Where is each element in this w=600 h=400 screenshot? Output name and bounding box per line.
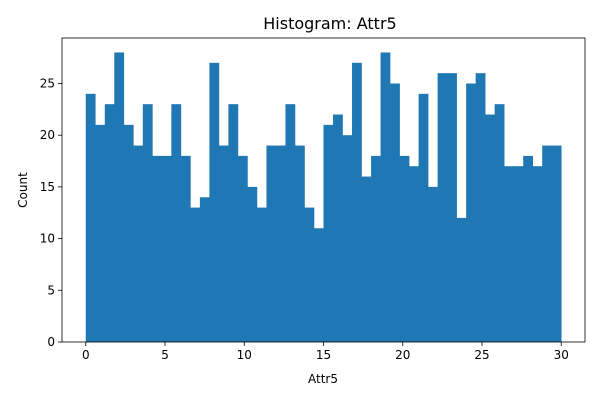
histogram-bar — [418, 93, 429, 342]
chart-title: Histogram: Attr5 — [263, 14, 396, 33]
histogram-bar — [437, 73, 448, 342]
x-tick-label: 20 — [395, 348, 410, 362]
histogram-bar — [313, 228, 324, 342]
histogram-bar — [532, 166, 543, 342]
histogram-bar — [371, 155, 381, 342]
histogram-bar — [114, 52, 125, 342]
histogram-bar — [218, 145, 229, 342]
histogram-bar — [551, 145, 562, 342]
y-tick-label: 5 — [47, 283, 55, 297]
histogram-bar — [323, 124, 334, 342]
histogram-bar — [228, 104, 239, 343]
histogram-bar — [409, 166, 419, 342]
histogram-bar — [494, 104, 505, 343]
x-tick-label: 5 — [161, 348, 169, 362]
x-tick-label: 10 — [237, 348, 252, 362]
histogram-bar — [342, 135, 353, 342]
histogram-bar — [361, 176, 372, 342]
histogram-bar — [180, 155, 191, 342]
x-axis-ticks: 0 5 10 15 20 25 30 — [82, 342, 569, 362]
y-tick-label: 0 — [47, 335, 55, 349]
histogram-bar — [523, 155, 533, 342]
histogram-bar — [466, 83, 476, 342]
y-axis-ticks: 0 5 10 15 20 25 — [40, 76, 62, 349]
y-tick-label: 10 — [40, 232, 55, 246]
histogram-bar — [256, 207, 267, 342]
x-tick-label: 25 — [474, 348, 489, 362]
histogram-bar — [199, 197, 210, 342]
histogram-bar — [104, 104, 115, 343]
histogram-bar — [542, 145, 553, 342]
y-tick-label: 15 — [40, 180, 55, 194]
bars-group — [85, 52, 562, 343]
x-tick-label: 15 — [316, 348, 331, 362]
histogram-bar — [237, 155, 248, 342]
histogram-bar — [152, 155, 163, 342]
histogram-bar — [513, 166, 524, 342]
histogram-bar — [475, 73, 486, 342]
histogram-bar — [294, 145, 305, 342]
histogram-bar — [380, 52, 391, 342]
histogram-bar — [95, 124, 106, 342]
histogram-bar — [447, 73, 457, 342]
histogram-bar — [504, 166, 514, 342]
histogram-bar — [171, 104, 182, 343]
x-tick-label: 0 — [82, 348, 90, 362]
histogram-bar — [352, 62, 362, 342]
histogram-bar — [190, 207, 201, 342]
histogram-bar — [428, 186, 438, 342]
histogram-bar — [266, 145, 277, 342]
histogram-bar — [123, 124, 134, 342]
histogram-bar — [247, 186, 258, 342]
histogram-bar — [399, 155, 410, 342]
histogram-bar — [161, 155, 172, 342]
histogram-bar — [133, 145, 144, 342]
y-axis-label: Count — [16, 172, 30, 208]
histogram-bar — [333, 114, 343, 343]
histogram-bar — [456, 217, 467, 342]
histogram-bar — [304, 207, 315, 342]
histogram-bar — [285, 104, 296, 343]
x-axis-label: Attr5 — [308, 372, 338, 386]
histogram-bar — [390, 83, 400, 342]
x-tick-label: 30 — [554, 348, 569, 362]
y-tick-label: 25 — [40, 76, 55, 90]
histogram-bar — [209, 62, 220, 342]
histogram-bar — [85, 93, 96, 342]
histogram-bar — [485, 114, 495, 343]
histogram-bar — [275, 145, 286, 342]
y-tick-label: 20 — [40, 128, 55, 142]
histogram-bar — [142, 104, 153, 343]
